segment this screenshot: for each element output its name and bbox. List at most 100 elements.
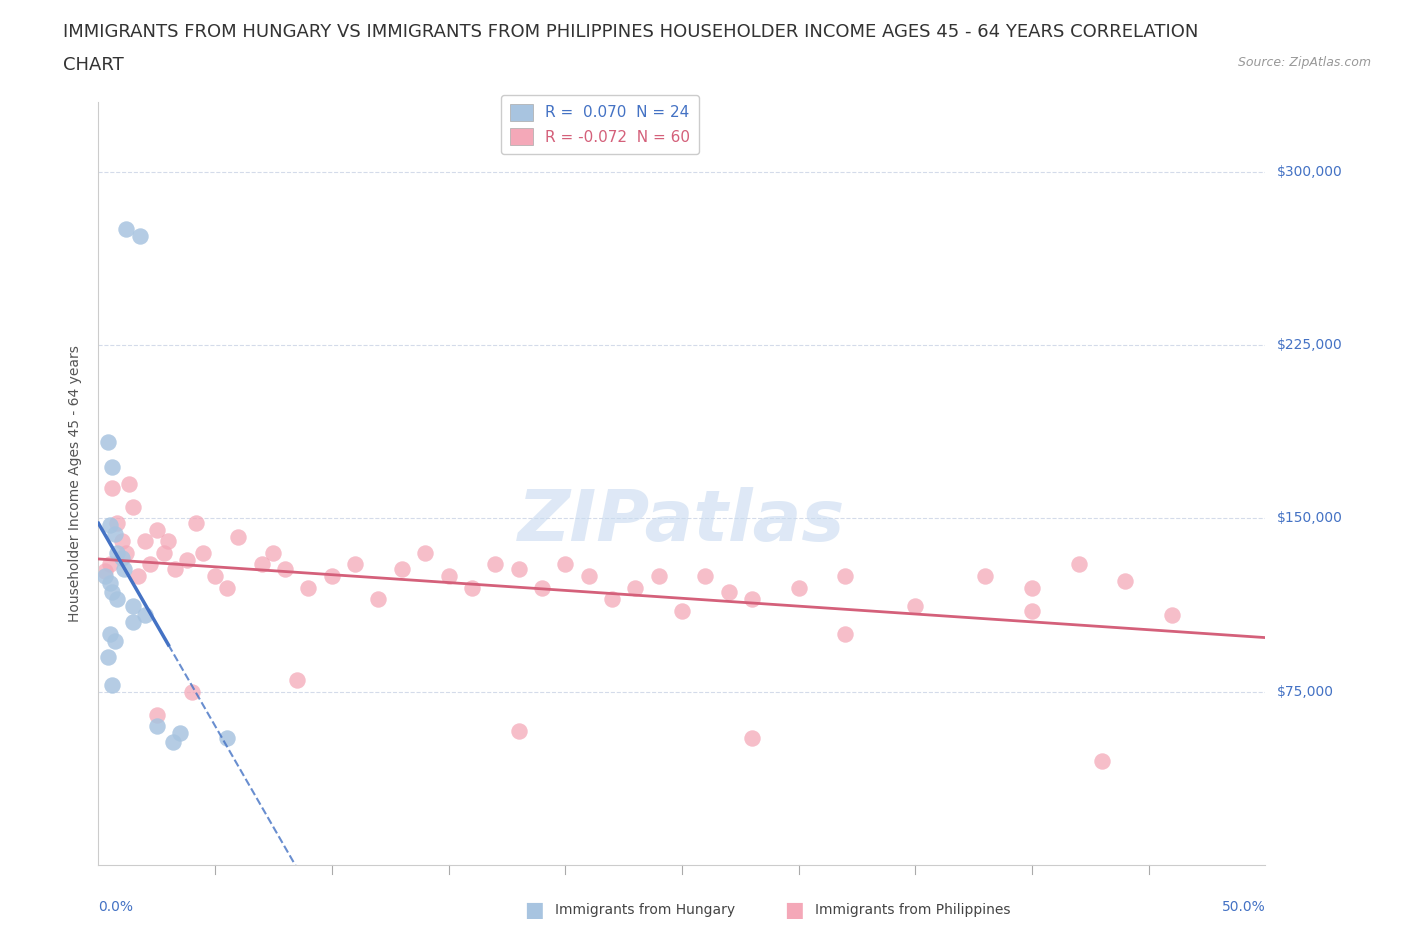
Point bbox=[101, 585, 124, 600]
Text: $75,000: $75,000 bbox=[1277, 684, 1333, 698]
Text: Immigrants from Philippines: Immigrants from Philippines bbox=[815, 902, 1011, 917]
Point bbox=[97, 434, 120, 449]
Text: $300,000: $300,000 bbox=[1277, 165, 1343, 179]
Text: 50.0%: 50.0% bbox=[1222, 899, 1265, 913]
Point bbox=[228, 529, 250, 544]
Point bbox=[787, 580, 810, 595]
Point bbox=[169, 725, 191, 740]
Point bbox=[139, 557, 162, 572]
Point bbox=[97, 649, 120, 664]
Point bbox=[111, 534, 134, 549]
Point bbox=[484, 557, 506, 572]
Point bbox=[193, 546, 215, 561]
Point bbox=[127, 568, 149, 583]
Point bbox=[186, 515, 208, 530]
Point bbox=[152, 546, 174, 561]
Point bbox=[297, 580, 319, 595]
Point bbox=[94, 568, 117, 583]
Point bbox=[834, 568, 856, 583]
Point bbox=[122, 499, 145, 514]
Point bbox=[162, 735, 184, 750]
Point bbox=[146, 719, 169, 734]
Point bbox=[1114, 573, 1136, 588]
Point bbox=[118, 476, 141, 491]
Point bbox=[104, 527, 127, 542]
Point bbox=[671, 604, 693, 618]
Point bbox=[367, 591, 389, 606]
Point bbox=[274, 562, 297, 577]
Point bbox=[554, 557, 576, 572]
Point bbox=[741, 730, 763, 745]
Point bbox=[146, 523, 169, 538]
Point bbox=[262, 546, 284, 561]
Text: ZIPatlas: ZIPatlas bbox=[519, 487, 845, 556]
Text: ■: ■ bbox=[785, 899, 804, 920]
Point bbox=[105, 515, 128, 530]
Point bbox=[741, 591, 763, 606]
Point bbox=[134, 534, 156, 549]
Point bbox=[508, 562, 530, 577]
Point bbox=[98, 518, 121, 533]
Point bbox=[101, 481, 124, 496]
Point bbox=[695, 568, 717, 583]
Point bbox=[215, 730, 238, 745]
Point bbox=[600, 591, 623, 606]
Point bbox=[122, 599, 145, 614]
Point bbox=[111, 551, 134, 565]
Point bbox=[717, 585, 740, 600]
Point bbox=[98, 576, 121, 591]
Text: IMMIGRANTS FROM HUNGARY VS IMMIGRANTS FROM PHILIPPINES HOUSEHOLDER INCOME AGES 4: IMMIGRANTS FROM HUNGARY VS IMMIGRANTS FR… bbox=[63, 23, 1199, 41]
Point bbox=[647, 568, 669, 583]
Y-axis label: Householder Income Ages 45 - 64 years: Householder Income Ages 45 - 64 years bbox=[69, 345, 83, 622]
Point bbox=[904, 599, 927, 614]
Point bbox=[461, 580, 484, 595]
Point bbox=[115, 546, 138, 561]
Point bbox=[1067, 557, 1090, 572]
Point bbox=[98, 557, 121, 572]
Text: Immigrants from Hungary: Immigrants from Hungary bbox=[555, 902, 735, 917]
Point bbox=[122, 615, 145, 630]
Point bbox=[508, 724, 530, 738]
Point bbox=[1091, 753, 1114, 768]
Point bbox=[112, 562, 135, 577]
Point bbox=[115, 222, 138, 237]
Point bbox=[215, 580, 238, 595]
Point bbox=[437, 568, 460, 583]
Point bbox=[1161, 608, 1184, 623]
Point bbox=[834, 627, 856, 642]
Point bbox=[285, 672, 308, 687]
Point bbox=[391, 562, 413, 577]
Point bbox=[101, 460, 124, 475]
Text: Source: ZipAtlas.com: Source: ZipAtlas.com bbox=[1237, 56, 1371, 69]
Point bbox=[180, 684, 202, 699]
Point bbox=[250, 557, 273, 572]
Point bbox=[413, 546, 436, 561]
Point bbox=[129, 229, 152, 244]
Point bbox=[104, 633, 127, 648]
Text: 0.0%: 0.0% bbox=[98, 899, 134, 913]
Text: CHART: CHART bbox=[63, 56, 124, 73]
Point bbox=[94, 564, 117, 578]
Point bbox=[1021, 580, 1043, 595]
Point bbox=[530, 580, 553, 595]
Point bbox=[321, 568, 343, 583]
Point bbox=[578, 568, 600, 583]
Point bbox=[98, 627, 121, 642]
Point bbox=[1021, 604, 1043, 618]
Point bbox=[624, 580, 647, 595]
Text: ■: ■ bbox=[524, 899, 544, 920]
Point bbox=[105, 591, 128, 606]
Point bbox=[146, 707, 169, 722]
Point bbox=[165, 562, 187, 577]
Point bbox=[134, 608, 156, 623]
Point bbox=[157, 534, 180, 549]
Point bbox=[105, 546, 128, 561]
Text: $150,000: $150,000 bbox=[1277, 512, 1343, 525]
Point bbox=[176, 552, 198, 567]
Point bbox=[204, 568, 226, 583]
Legend: R =  0.070  N = 24, R = -0.072  N = 60: R = 0.070 N = 24, R = -0.072 N = 60 bbox=[501, 95, 699, 154]
Point bbox=[101, 677, 124, 692]
Point bbox=[974, 568, 997, 583]
Text: $225,000: $225,000 bbox=[1277, 338, 1343, 352]
Point bbox=[344, 557, 367, 572]
